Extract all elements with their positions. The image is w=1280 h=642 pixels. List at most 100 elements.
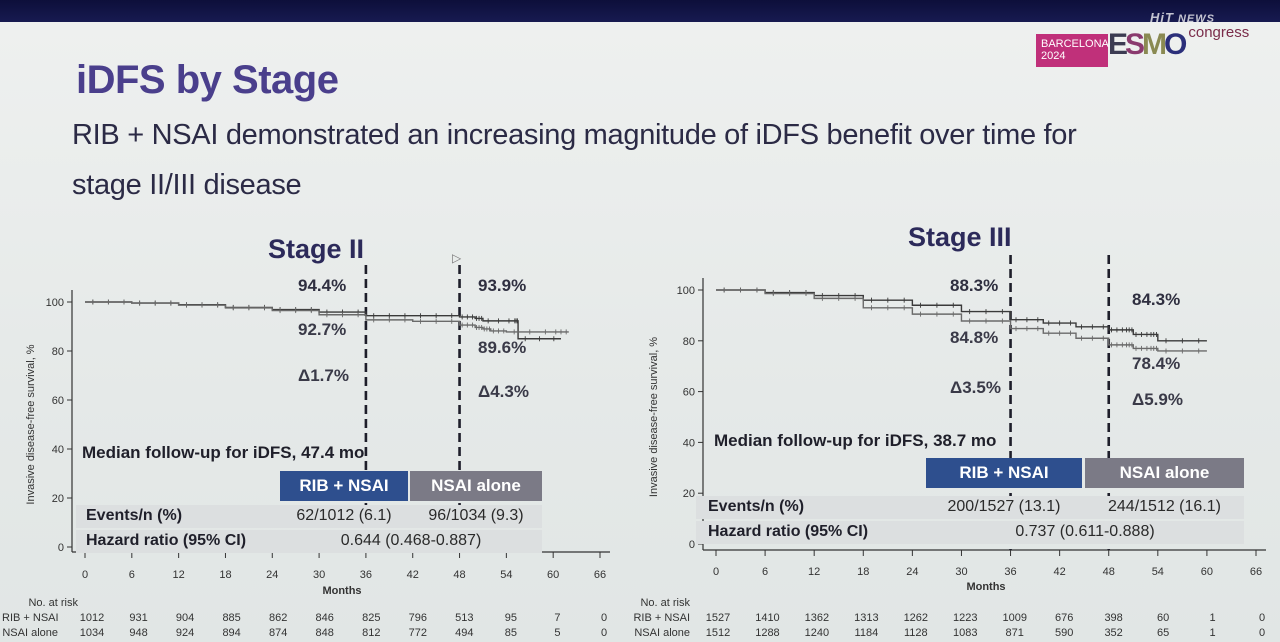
stage-ii-at-risk-rib-cell: 0 bbox=[600, 612, 608, 624]
stage-ii-y-tick-label: 100 bbox=[46, 297, 64, 309]
stage-ii-at-risk-nsai-cell: 812 bbox=[362, 627, 381, 639]
slide-subtitle: RIB + NSAI demonstrated an increasing ma… bbox=[72, 119, 1077, 201]
stage-iii-at-risk-rib-cell: 1262 bbox=[903, 612, 929, 624]
stage-ii-events-rib: 62/1012 (6.1) bbox=[296, 507, 392, 524]
stage-iii-at-risk-rib-cell: 1410 bbox=[755, 612, 780, 624]
stage-iii-events-label: Events/n (%) bbox=[708, 498, 805, 515]
stage-iii-x-tick-label: 42 bbox=[1054, 566, 1066, 578]
stage-iii-col-rib: RIB + NSAI bbox=[926, 458, 1082, 488]
stage-ii-at-risk-nsai-cell: 772 bbox=[408, 627, 427, 639]
stage-iii-m36-rib-label: 88.3% bbox=[950, 276, 999, 295]
logo-letter-o: O bbox=[1164, 28, 1187, 61]
stage-ii-at-risk-nsai-cell: 494 bbox=[455, 627, 474, 639]
stage-iii-m36-nsai-label: 84.8% bbox=[950, 328, 999, 347]
stage-iii-at-risk-rib-label: RIB + NSAI bbox=[633, 612, 690, 624]
stage-iii-at-risk-nsai-cell: 871 bbox=[1005, 627, 1024, 639]
stage-ii-col-rib: RIB + NSAI bbox=[280, 471, 408, 501]
stage-ii-at-risk-nsai-cell: 874 bbox=[268, 627, 288, 639]
stage-ii-y-tick-label: 0 bbox=[58, 542, 64, 554]
hit-news-watermark: HiT NEWS bbox=[1150, 10, 1215, 25]
stage-ii-events-label: Events/n (%) bbox=[86, 507, 183, 524]
stage-ii-at-risk-rib-cell: 95 bbox=[504, 612, 518, 624]
stage-ii-x-tick-label: 36 bbox=[360, 569, 372, 581]
stage-ii-at-risk-rib-cell: 862 bbox=[268, 612, 288, 624]
stage-ii-x-tick-label: 66 bbox=[594, 569, 606, 581]
stage-ii-x-tick-label: 48 bbox=[453, 569, 465, 581]
stage-ii-x-tick-label: 54 bbox=[500, 569, 512, 581]
stage-ii-km-curve-nsai bbox=[85, 301, 569, 333]
stage-iii-m48-delta-label: Δ5.9% bbox=[1132, 390, 1183, 409]
stage-ii-x-tick-label: 12 bbox=[173, 569, 185, 581]
stage-iii-y-tick-label: 100 bbox=[677, 285, 695, 297]
stage-iii-x-tick-label: 30 bbox=[955, 566, 967, 578]
watermark-main: HiT bbox=[1150, 10, 1174, 25]
stage-iii-at-risk-nsai-cell: 1288 bbox=[755, 627, 780, 639]
stage-ii-at-risk-rib-cell: 1012 bbox=[79, 612, 105, 624]
stage-iii-x-tick-label: 48 bbox=[1103, 566, 1115, 578]
stage-ii-events-nsai: 96/1034 (9.3) bbox=[428, 507, 524, 524]
stage-iii-m48-nsai-label: 78.4% bbox=[1132, 354, 1181, 373]
stage-iii-events-rib: 200/1527 (13.1) bbox=[947, 498, 1061, 515]
stage-iii-median-followup: Median follow-up for iDFS, 38.7 mo bbox=[714, 431, 997, 450]
stage-iii-x-tick-label: 60 bbox=[1201, 566, 1213, 578]
stage-ii-at-risk-nsai-cell: 924 bbox=[175, 627, 195, 639]
stage-ii-hr-label: Hazard ratio (95% CI) bbox=[86, 532, 247, 549]
stage-ii-median-followup: Median follow-up for iDFS, 47.4 mo bbox=[82, 443, 365, 462]
stage-iii-hr-label: Hazard ratio (95% CI) bbox=[708, 523, 869, 540]
stage-iii-hr-value: 0.737 (0.611-0.888) bbox=[1015, 523, 1155, 540]
stage-iii-x-tick-label: 0 bbox=[713, 566, 719, 578]
stage-ii-hr-row bbox=[76, 530, 542, 553]
stage-iii-at-risk-nsai-label: NSAI alone bbox=[634, 627, 690, 639]
stage-iii-at-risk-nsai-cell: 65 bbox=[1156, 627, 1170, 639]
stage-ii-at-risk-nsai-cell: 85 bbox=[504, 627, 518, 639]
logo-letter-e: E bbox=[1108, 28, 1128, 61]
stage-ii-x-tick-label: 24 bbox=[266, 569, 278, 581]
stage-iii-y-tick-label: 80 bbox=[683, 336, 695, 348]
stage-iii-y-tick-label: 40 bbox=[683, 437, 695, 449]
stage-ii-at-risk-rib-cell: 7 bbox=[554, 612, 561, 624]
mouse-pointer-icon: ▷ bbox=[452, 251, 462, 265]
stage-ii-at-risk-nsai-cell: 0 bbox=[600, 627, 608, 639]
stage-ii-m48-rib-label: 93.9% bbox=[478, 276, 527, 295]
stage-ii-title: Stage II bbox=[268, 234, 365, 264]
stage-ii-x-axis-label: Months bbox=[322, 585, 361, 597]
stage-ii-x-tick-label: 18 bbox=[219, 569, 231, 581]
stage-iii-m36-delta-label: Δ3.5% bbox=[950, 378, 1001, 397]
stage-ii-at-risk-rib-cell: 796 bbox=[408, 612, 427, 624]
stage-iii-at-risk-rib-cell: 1009 bbox=[1002, 612, 1027, 624]
watermark-sub: NEWS bbox=[1177, 13, 1215, 25]
stage-iii-at-risk-rib-cell: 0 bbox=[1258, 612, 1266, 624]
stage-ii-at-risk-header: No. at risk bbox=[28, 597, 78, 609]
stage-ii-hr-value: 0.644 (0.468-0.887) bbox=[340, 532, 482, 549]
stage-iii-at-risk-nsai-cell: 1512 bbox=[705, 627, 731, 639]
stage-iii-at-risk-rib-cell: 1527 bbox=[705, 612, 731, 624]
stage-iii-hr-row bbox=[696, 521, 1244, 544]
stage-iii-at-risk-nsai-cell: 0 bbox=[1258, 627, 1266, 639]
stage-ii-x-tick-label: 60 bbox=[547, 569, 559, 581]
stage-iii-at-risk-nsai-cell: 590 bbox=[1054, 627, 1074, 639]
stage-iii-at-risk-rib-cell: 1 bbox=[1209, 612, 1216, 624]
stage-ii-m48-nsai-label: 89.6% bbox=[478, 338, 527, 357]
logo-year: 2024 bbox=[1041, 50, 1066, 62]
stage-ii-y-tick-label: 60 bbox=[52, 395, 64, 407]
stage-iii-y-tick-label: 60 bbox=[683, 387, 695, 399]
stage-iii-m48-rib-label: 84.3% bbox=[1132, 290, 1181, 309]
logo-city: BARCELONA bbox=[1041, 38, 1109, 50]
stage-iii-x-tick-label: 12 bbox=[808, 566, 820, 578]
stage-ii-at-risk-nsai-cell: 5 bbox=[554, 627, 561, 639]
stage-iii-at-risk-header: No. at risk bbox=[640, 597, 690, 609]
stage-ii-at-risk-rib-cell: 846 bbox=[315, 612, 334, 624]
stage-iii-x-axis-label: Months bbox=[966, 581, 1005, 593]
stage-ii-at-risk-rib-cell: 931 bbox=[129, 612, 148, 624]
stage-iii-at-risk-rib-cell: 60 bbox=[1156, 612, 1170, 624]
logo-letter-m: M bbox=[1142, 28, 1167, 61]
esmo-logo: BARCELONA 2024 ESMO congress bbox=[1036, 24, 1249, 67]
stage-iii-x-tick-label: 24 bbox=[906, 566, 918, 578]
stage-iii-at-risk-rib-cell: 676 bbox=[1054, 612, 1074, 624]
stage-ii-at-risk-nsai-label: NSAI alone bbox=[2, 627, 58, 639]
stage-iii-at-risk-nsai-cell: 1128 bbox=[903, 627, 928, 639]
stage-ii-y-tick-label: 80 bbox=[52, 346, 64, 358]
logo-letter-s: S bbox=[1125, 28, 1145, 61]
stage-iii-at-risk-nsai-cell: 1083 bbox=[953, 627, 978, 639]
projector-top-edge bbox=[0, 0, 1280, 22]
